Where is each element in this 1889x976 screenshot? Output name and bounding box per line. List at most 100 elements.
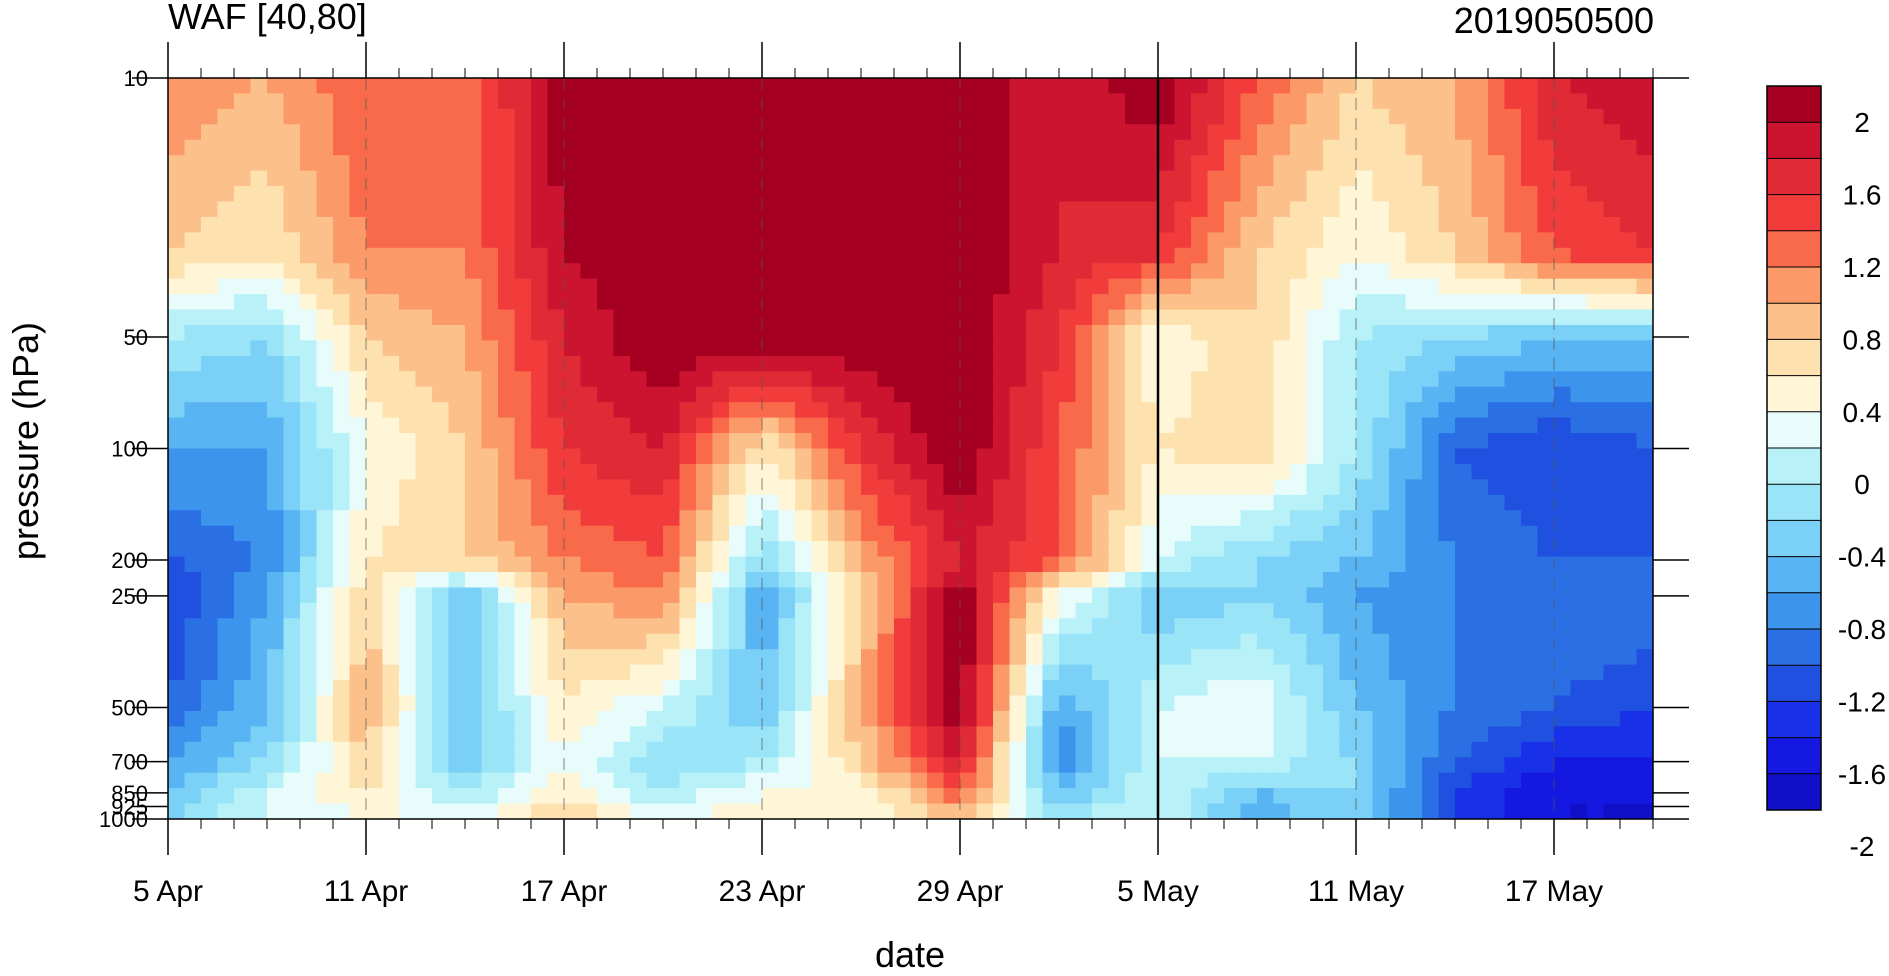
- heatmap-cell: [1554, 93, 1572, 110]
- heatmap-cell: [481, 741, 499, 758]
- heatmap-cell: [498, 340, 516, 357]
- heatmap-cell: [1488, 139, 1506, 156]
- heatmap-cell: [415, 170, 433, 187]
- heatmap-cell: [267, 618, 285, 635]
- heatmap-cell: [349, 618, 367, 635]
- heatmap-cell: [1455, 78, 1473, 95]
- heatmap-cell: [745, 325, 763, 342]
- heatmap-cell: [762, 201, 780, 218]
- heatmap-cell: [234, 710, 252, 727]
- heatmap-cell: [910, 386, 928, 403]
- heatmap-cell: [1042, 633, 1060, 650]
- heatmap-cell: [844, 417, 862, 434]
- heatmap-cell: [1026, 803, 1044, 819]
- heatmap-cell: [729, 556, 747, 573]
- heatmap-cell: [481, 494, 499, 511]
- heatmap-cell: [1290, 186, 1308, 203]
- heatmap-cell: [1306, 201, 1324, 218]
- heatmap-cell: [1026, 417, 1044, 434]
- heatmap-cell: [250, 170, 268, 187]
- heatmap-cell: [1092, 602, 1110, 619]
- heatmap-cell: [762, 417, 780, 434]
- heatmap-cell: [366, 479, 384, 496]
- heatmap-cell: [300, 556, 318, 573]
- heatmap-cell: [1240, 463, 1258, 480]
- heatmap-cell: [679, 186, 697, 203]
- heatmap-cell: [861, 572, 879, 589]
- heatmap-cell: [349, 186, 367, 203]
- heatmap-cell: [1026, 602, 1044, 619]
- heatmap-cell: [960, 448, 978, 465]
- heatmap-cell: [745, 201, 763, 218]
- heatmap-cell: [547, 448, 565, 465]
- heatmap-cell: [366, 170, 384, 187]
- heatmap-cell: [1141, 710, 1159, 727]
- heatmap-cell: [630, 155, 648, 172]
- heatmap-cell: [1570, 741, 1588, 758]
- heatmap-cell: [1620, 417, 1638, 434]
- heatmap-cell: [745, 633, 763, 650]
- heatmap-cell: [679, 757, 697, 774]
- heatmap-cell: [943, 78, 961, 95]
- heatmap-cell: [778, 340, 796, 357]
- heatmap-cell: [1455, 602, 1473, 619]
- heatmap-cell: [712, 525, 730, 542]
- heatmap-cell: [663, 726, 681, 743]
- heatmap-cell: [1092, 541, 1110, 558]
- heatmap-cell: [1174, 417, 1192, 434]
- heatmap-cell: [217, 463, 235, 480]
- heatmap-cell: [960, 371, 978, 388]
- heatmap-cell: [1042, 340, 1060, 357]
- heatmap-cell: [778, 556, 796, 573]
- heatmap-cell: [1488, 741, 1506, 758]
- heatmap-cell: [811, 695, 829, 712]
- heatmap-cell: [1554, 247, 1572, 264]
- heatmap-cell: [927, 201, 945, 218]
- heatmap-cell: [1075, 417, 1093, 434]
- heatmap-cell: [349, 803, 367, 819]
- heatmap-cell: [993, 664, 1011, 681]
- heatmap-cell: [976, 340, 994, 357]
- heatmap-cell: [1356, 340, 1374, 357]
- heatmap-cell: [1207, 108, 1225, 125]
- heatmap-cell: [316, 386, 334, 403]
- heatmap-cell: [547, 386, 565, 403]
- heatmap-cell: [762, 448, 780, 465]
- heatmap-cell: [696, 263, 714, 280]
- heatmap-cell: [1587, 556, 1605, 573]
- heatmap-cell: [1059, 371, 1077, 388]
- heatmap-cell: [1537, 108, 1555, 125]
- heatmap-cell: [481, 510, 499, 527]
- heatmap-cell: [168, 463, 186, 480]
- heatmap-cell: [877, 170, 895, 187]
- heatmap-cell: [1125, 78, 1143, 95]
- heatmap-cell: [1471, 618, 1489, 635]
- heatmap-cell: [762, 170, 780, 187]
- heatmap-cell: [811, 741, 829, 758]
- heatmap-cell: [1141, 325, 1159, 342]
- heatmap-cell: [1405, 618, 1423, 635]
- heatmap-cell: [1389, 386, 1407, 403]
- heatmap-cell: [1554, 510, 1572, 527]
- heatmap-cell: [1455, 494, 1473, 511]
- heatmap-cell: [877, 201, 895, 218]
- heatmap-cell: [696, 309, 714, 326]
- heatmap-cell: [960, 139, 978, 156]
- heatmap-cell: [1356, 108, 1374, 125]
- heatmap-cell: [795, 386, 813, 403]
- heatmap-cell: [1323, 572, 1341, 589]
- heatmap-cell: [580, 525, 598, 542]
- heatmap-cell: [1224, 371, 1242, 388]
- heatmap-cell: [201, 510, 219, 527]
- heatmap-cell: [943, 803, 961, 819]
- heatmap-cell: [399, 340, 417, 357]
- heatmap-cell: [1438, 587, 1456, 604]
- heatmap-cell: [382, 309, 400, 326]
- heatmap-cell: [250, 325, 268, 342]
- heatmap-cell: [712, 556, 730, 573]
- heatmap-cell: [1620, 525, 1638, 542]
- heatmap-cell: [1158, 201, 1176, 218]
- heatmap-cell: [465, 741, 483, 758]
- heatmap-cell: [382, 757, 400, 774]
- heatmap-cell: [1587, 325, 1605, 342]
